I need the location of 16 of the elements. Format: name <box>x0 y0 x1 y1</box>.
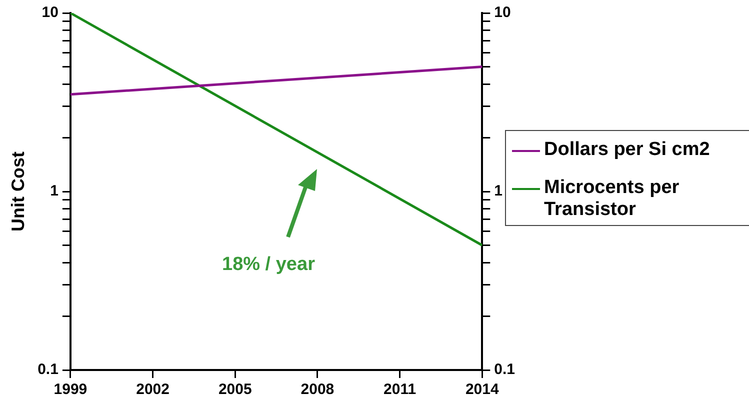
text: 0.1 <box>494 361 516 378</box>
x-tick-label: 1999 <box>54 381 88 398</box>
y-axis-title: Unit Cost <box>8 152 28 232</box>
y-tick-label: 0.1 <box>38 361 58 378</box>
x-tick-label: 2011 <box>384 381 416 398</box>
x-tick-label: 2014 <box>465 381 500 398</box>
y-tick-label: 10 <box>42 4 58 22</box>
y-tick-label: 1 <box>50 182 58 200</box>
annotation: 18% / year <box>222 254 315 276</box>
legend-label: Microcents per Transistor <box>544 177 680 221</box>
x-tick-label: 2008 <box>300 381 334 398</box>
x-tick-label: 2005 <box>218 381 252 398</box>
text: 1 <box>494 182 502 200</box>
legend-label: Dollars per Si cm2 <box>544 139 710 161</box>
x-tick-label: 2002 <box>136 381 170 398</box>
text: 10 <box>494 4 511 22</box>
